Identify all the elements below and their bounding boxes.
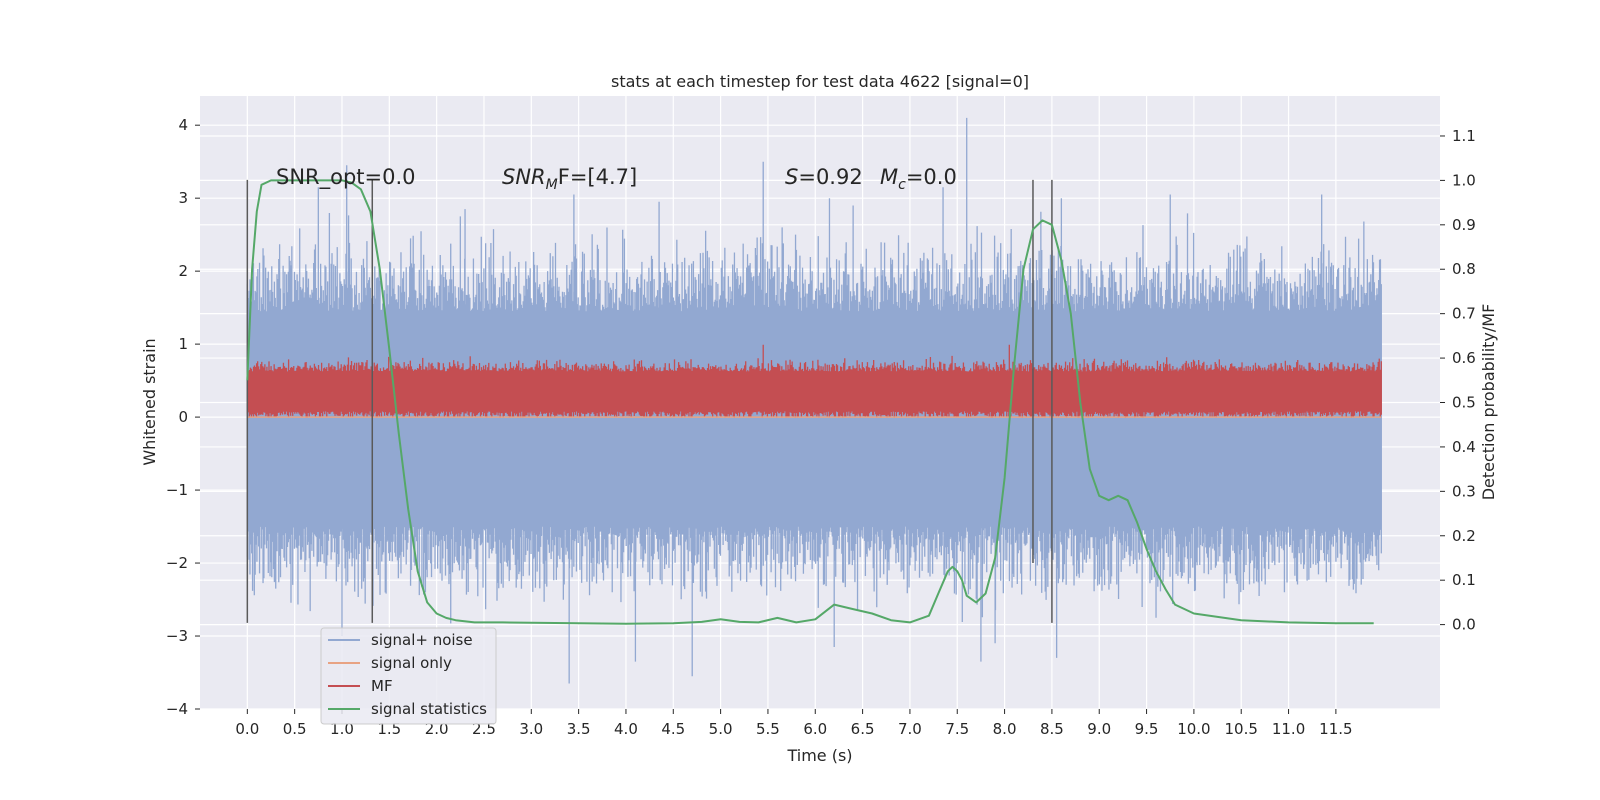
x-tick-label: 6.0	[803, 720, 827, 738]
series-signal-statistics	[246, 179, 1374, 625]
x-tick-label: 5.5	[756, 720, 780, 738]
y2-tick-label: 1.1	[1452, 127, 1476, 145]
y2-tick-label: 0.6	[1452, 349, 1476, 367]
mc-sub: c	[898, 177, 906, 193]
x-tick-label: 10.5	[1225, 720, 1258, 738]
x-tick-label: 8.5	[1040, 720, 1064, 738]
annotation-snr-mf: SNRMF=[4.7]	[502, 165, 637, 193]
vertical-markers	[246, 179, 1053, 623]
y2-tick-label: 0.9	[1452, 216, 1476, 234]
y2-tick-label: 0.4	[1452, 438, 1476, 456]
mc-main: M	[880, 165, 898, 189]
y-tick-label: 0	[178, 408, 188, 426]
x-tick-label: 4.5	[661, 720, 685, 738]
snr-mf-main: SNR	[502, 165, 546, 189]
x-axis-label: Time (s)	[786, 746, 852, 765]
y2-tick-label: 0.2	[1452, 527, 1476, 545]
annotation-s: S=0.92	[785, 165, 863, 189]
y-tick-label: 2	[178, 262, 188, 280]
y2-axis-label: Detection probability/MF	[1479, 304, 1498, 501]
y2-tick-label: 0.7	[1452, 305, 1476, 323]
x-tick-label: 0.0	[235, 720, 259, 738]
snr-mf-sub: M	[546, 177, 558, 193]
x-tick-label: 7.0	[898, 720, 922, 738]
x-tick-label: 9.5	[1135, 720, 1159, 738]
y2-tick-label: 1.0	[1452, 171, 1476, 189]
y-tick-label: 3	[178, 189, 188, 207]
y-axis-label: Whitened strain	[140, 338, 159, 465]
y-tick-label: −3	[166, 627, 188, 645]
y-tick-label: −4	[166, 700, 188, 718]
x-tick-label: 3.5	[567, 720, 591, 738]
annotation-snr-opt: SNR_opt=0.0	[276, 165, 416, 190]
legend-label-signal-noise: signal+ noise	[371, 631, 473, 649]
x-tick-label: 10.0	[1177, 720, 1210, 738]
s-main: S	[785, 165, 798, 189]
x-tick-label: 11.0	[1272, 720, 1305, 738]
y-tick-label: 1	[178, 335, 188, 353]
y-tick-label: −1	[166, 481, 188, 499]
snr-mf-rest: F=[4.7]	[558, 165, 637, 189]
legend-box	[320, 627, 497, 725]
y2-tick-label: 0.8	[1452, 260, 1476, 278]
chart-title: stats at each timestep for test data 462…	[611, 72, 1029, 91]
x-tick-label: 7.5	[945, 720, 969, 738]
x-tick-label: 6.5	[851, 720, 875, 738]
x-tick-label: 4.0	[614, 720, 638, 738]
x-tick-label: 5.0	[709, 720, 733, 738]
y2-tick-label: 0.5	[1452, 394, 1476, 412]
x-tick-label: 0.5	[283, 720, 307, 738]
annotation-mc: Mc=0.0	[880, 165, 957, 193]
legend-label-mf: MF	[371, 677, 393, 695]
y-tick-label: −2	[166, 554, 188, 572]
y2-tick-label: 0.3	[1452, 482, 1476, 500]
signal-statistics-line	[246, 179, 1374, 625]
legend-label-signal-statistics: signal statistics	[371, 700, 487, 718]
s-rest: =0.92	[798, 165, 862, 189]
x-tick-label: 11.5	[1319, 720, 1352, 738]
x-tick-label: 8.0	[993, 720, 1017, 738]
mc-rest: =0.0	[906, 165, 957, 189]
x-tick-label: 9.0	[1087, 720, 1111, 738]
y2-tick-label: 0.0	[1452, 616, 1476, 634]
y-tick-label: 4	[178, 116, 188, 134]
legend: signal+ noise signal only MF signal stat…	[320, 627, 497, 725]
y2-tick-label: 0.1	[1452, 571, 1476, 589]
legend-label-signal-only: signal only	[371, 654, 452, 672]
x-tick-label: 3.0	[519, 720, 543, 738]
